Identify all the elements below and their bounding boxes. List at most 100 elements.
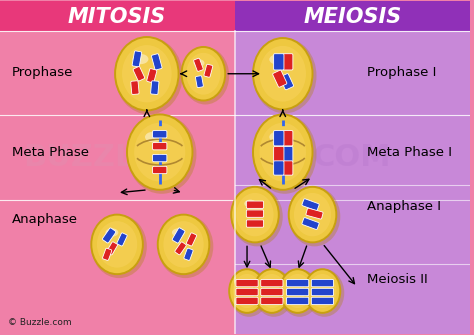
Ellipse shape <box>253 115 312 190</box>
Ellipse shape <box>231 187 279 243</box>
Bar <box>0 1 235 31</box>
Ellipse shape <box>302 200 314 207</box>
FancyBboxPatch shape <box>204 64 213 77</box>
Text: Meta Phase: Meta Phase <box>12 146 89 158</box>
Ellipse shape <box>290 279 299 285</box>
FancyBboxPatch shape <box>283 131 293 146</box>
Ellipse shape <box>127 115 196 194</box>
Ellipse shape <box>258 274 286 308</box>
Ellipse shape <box>231 187 283 246</box>
Ellipse shape <box>229 269 265 313</box>
FancyBboxPatch shape <box>184 248 193 260</box>
FancyBboxPatch shape <box>172 228 185 243</box>
Ellipse shape <box>91 215 147 278</box>
Ellipse shape <box>105 228 118 237</box>
FancyBboxPatch shape <box>107 242 118 255</box>
Text: MITOSIS: MITOSIS <box>68 7 166 27</box>
Ellipse shape <box>237 193 273 236</box>
Text: Anaphase: Anaphase <box>12 213 78 226</box>
Ellipse shape <box>133 54 148 64</box>
Text: COM: COM <box>313 143 392 172</box>
FancyBboxPatch shape <box>131 81 139 94</box>
FancyBboxPatch shape <box>286 279 309 287</box>
Ellipse shape <box>280 269 316 313</box>
Ellipse shape <box>122 45 172 103</box>
Text: BUZZLE: BUZZLE <box>23 143 155 172</box>
FancyBboxPatch shape <box>273 131 284 146</box>
FancyBboxPatch shape <box>302 218 319 229</box>
FancyBboxPatch shape <box>311 279 334 287</box>
Ellipse shape <box>253 115 317 194</box>
Ellipse shape <box>172 228 185 237</box>
FancyBboxPatch shape <box>261 297 283 305</box>
Ellipse shape <box>269 132 284 142</box>
FancyBboxPatch shape <box>175 242 186 255</box>
FancyBboxPatch shape <box>195 76 203 88</box>
Text: Meiosis II: Meiosis II <box>367 273 428 286</box>
FancyBboxPatch shape <box>286 288 309 296</box>
FancyBboxPatch shape <box>280 74 293 90</box>
FancyBboxPatch shape <box>283 161 293 175</box>
Ellipse shape <box>269 55 284 64</box>
Ellipse shape <box>115 37 179 111</box>
Text: Prophase: Prophase <box>12 66 73 79</box>
Ellipse shape <box>260 123 306 182</box>
FancyBboxPatch shape <box>102 228 116 243</box>
FancyBboxPatch shape <box>102 248 112 260</box>
Ellipse shape <box>309 274 337 308</box>
Ellipse shape <box>305 269 340 313</box>
FancyBboxPatch shape <box>302 199 319 211</box>
Ellipse shape <box>91 215 143 274</box>
Ellipse shape <box>239 279 248 285</box>
FancyBboxPatch shape <box>261 279 283 287</box>
FancyBboxPatch shape <box>273 146 284 162</box>
Ellipse shape <box>164 221 204 268</box>
FancyBboxPatch shape <box>153 142 167 150</box>
FancyBboxPatch shape <box>151 81 159 94</box>
Ellipse shape <box>260 46 306 102</box>
Ellipse shape <box>280 269 319 317</box>
FancyBboxPatch shape <box>153 154 167 162</box>
FancyBboxPatch shape <box>152 54 162 70</box>
FancyBboxPatch shape <box>194 58 203 71</box>
Bar <box>0 1 235 334</box>
FancyBboxPatch shape <box>133 67 145 81</box>
Ellipse shape <box>182 47 225 100</box>
Text: MEIOSIS: MEIOSIS <box>303 7 401 27</box>
Ellipse shape <box>253 38 312 110</box>
Ellipse shape <box>158 215 210 274</box>
FancyBboxPatch shape <box>186 233 197 246</box>
Ellipse shape <box>254 269 294 317</box>
FancyBboxPatch shape <box>132 51 142 67</box>
Ellipse shape <box>289 187 337 243</box>
Ellipse shape <box>186 53 220 95</box>
Ellipse shape <box>134 123 185 182</box>
Ellipse shape <box>182 47 229 105</box>
FancyBboxPatch shape <box>153 166 167 174</box>
Text: Meta Phase I: Meta Phase I <box>367 146 452 158</box>
Ellipse shape <box>305 269 344 317</box>
FancyBboxPatch shape <box>236 288 258 296</box>
FancyBboxPatch shape <box>273 161 284 175</box>
Ellipse shape <box>254 269 290 313</box>
Ellipse shape <box>229 269 269 317</box>
FancyBboxPatch shape <box>311 297 334 305</box>
Ellipse shape <box>314 279 323 285</box>
Ellipse shape <box>244 200 256 207</box>
FancyBboxPatch shape <box>117 233 127 246</box>
FancyBboxPatch shape <box>236 297 258 305</box>
Text: © Buzzle.com: © Buzzle.com <box>8 318 72 327</box>
Ellipse shape <box>158 215 213 278</box>
FancyBboxPatch shape <box>283 146 293 162</box>
Ellipse shape <box>289 187 340 246</box>
FancyBboxPatch shape <box>246 220 264 227</box>
FancyBboxPatch shape <box>273 54 284 70</box>
FancyBboxPatch shape <box>311 288 334 296</box>
FancyBboxPatch shape <box>147 69 157 83</box>
FancyBboxPatch shape <box>306 208 323 219</box>
Bar <box>235 1 470 31</box>
FancyBboxPatch shape <box>273 70 287 87</box>
FancyBboxPatch shape <box>286 297 309 305</box>
Ellipse shape <box>115 37 182 115</box>
Ellipse shape <box>145 132 161 142</box>
